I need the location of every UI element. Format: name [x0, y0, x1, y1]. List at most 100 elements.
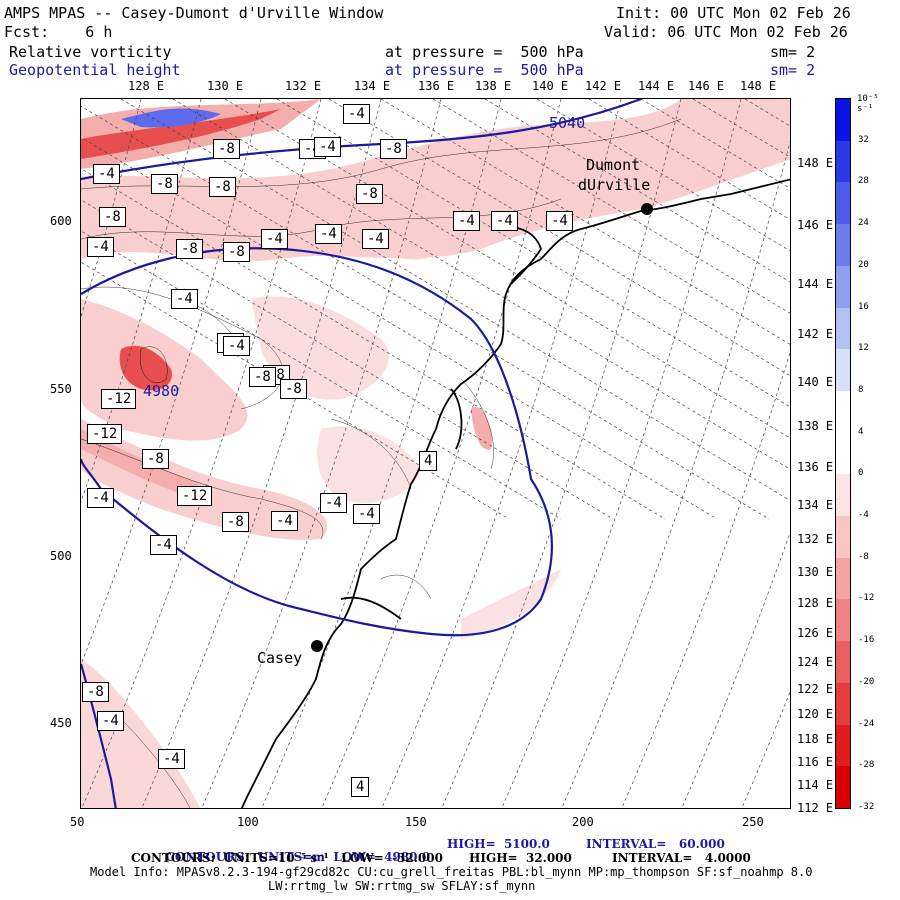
colorbar-label: -20: [858, 676, 875, 687]
right-lon-label: 124 E: [797, 655, 834, 669]
colorbar-label: -32: [858, 802, 875, 812]
colorbar-label: 24: [858, 218, 869, 229]
vort-contour-label: -4: [93, 164, 120, 184]
vort-contour-label: 4: [419, 451, 438, 471]
top-lon-label: 136 E: [418, 79, 455, 93]
right-lon-label: 146 E: [797, 218, 834, 232]
colorbar-label: -8: [858, 551, 869, 562]
colorbar-label: 8: [858, 384, 864, 395]
colorbar-swatch: [836, 474, 850, 517]
top-lon-label: 132 E: [285, 79, 322, 93]
colorbar-swatch: [836, 599, 850, 642]
field1-name: Relative vorticity: [9, 43, 172, 61]
vort-contour-label: -4: [171, 289, 198, 309]
x-axis-tick-label: 200: [572, 815, 594, 829]
colorbar-swatch: [836, 182, 850, 225]
map-panel: Dumont dUrville Casey 5040 4980 -8 -4 -8 -8…: [80, 98, 791, 809]
init-time: Init: 00 UTC Mon 02 Feb 26: [616, 4, 851, 22]
vort-contour-label: -8: [142, 449, 169, 469]
x-axis-tick-label: 50: [70, 815, 85, 829]
vort-contour-label: -8: [222, 512, 249, 532]
footer-model-info: Model Info: MPASv8.2.3-194-gf29cd82c CU:…: [90, 865, 813, 879]
field1-smoothing: sm= 2: [770, 43, 816, 61]
colorbar-label: 0: [858, 468, 864, 479]
top-lon-label: 146 E: [688, 79, 725, 93]
vort-contour-label: -8: [213, 139, 240, 159]
top-lon-label: 144 E: [638, 79, 675, 93]
vort-contour-label: -8: [82, 682, 109, 702]
footer-height-units: CONTOURS: UNITS=m LOW= 4980.0: [165, 850, 431, 864]
right-lon-label: 136 E: [797, 460, 834, 474]
right-lon-label: 140 E: [797, 375, 834, 389]
colorbar-label: -24: [858, 718, 875, 729]
vort-contour-label: -8: [356, 184, 383, 204]
colorbar-swatch: [836, 307, 850, 350]
colorbar-label: 20: [858, 259, 869, 270]
vort-contour-label: -4: [150, 535, 177, 555]
vort-contour-label: -4: [87, 237, 114, 257]
colorbar-swatch: [836, 99, 850, 142]
field1-level: at pressure = 500 hPa: [385, 43, 584, 61]
colorbar-swatch: [836, 224, 850, 267]
top-lon-label: 142 E: [585, 79, 622, 93]
vort-contour-label: -4: [314, 137, 341, 157]
y-axis-tick-label: 550: [50, 382, 72, 396]
footer-model-info-2: LW:rrtmg_lw SW:rrtmg_sw SFLAY:sf_mynn: [268, 879, 536, 893]
vort-contour-label: -4: [87, 488, 114, 508]
footer-vort-contours: CONTOURS: UNITS=10⁻⁵ s⁻¹ LOW= -32.000: [131, 851, 443, 865]
right-lon-label: 148 E: [797, 156, 834, 170]
vort-contour-label: -4: [343, 104, 370, 124]
right-lon-label: 122 E: [797, 682, 834, 696]
top-lon-label: 134 E: [354, 79, 391, 93]
right-lon-label: 130 E: [797, 565, 834, 579]
right-lon-label: 138 E: [797, 419, 834, 433]
vort-contour-label: -4: [453, 211, 480, 231]
colorbar-swatch: [836, 349, 850, 392]
vort-contour-label: -8: [280, 379, 307, 399]
vort-contour-label: 4: [351, 777, 370, 797]
vort-contour-label: -4: [271, 511, 298, 531]
dumont-durville-label-line1: Dumont: [586, 156, 641, 174]
vort-contour-label: -8: [151, 174, 178, 194]
vort-contour-label: -4: [315, 224, 342, 244]
right-lon-label: 120 E: [797, 707, 834, 721]
vort-contour-label: -4: [353, 504, 380, 524]
right-lon-label: 132 E: [797, 532, 834, 546]
vort-contour-label: -4: [261, 229, 288, 249]
right-lon-label: 114 E: [797, 778, 834, 792]
colorbar-swatch: [836, 140, 850, 183]
colorbar-swatch: [836, 557, 850, 600]
dumont-durville-station: [641, 203, 653, 215]
right-lon-label: 144 E: [797, 277, 834, 291]
vort-contour-label: -4: [491, 211, 518, 231]
vort-contour-label: -12: [177, 486, 213, 506]
vort-contour-label: -4: [546, 211, 573, 231]
colorbar-label: -28: [858, 760, 875, 771]
casey-station: [311, 640, 323, 652]
colorbar-label: -4: [858, 510, 869, 521]
valid-time: Valid: 06 UTC Mon 02 Feb 26: [604, 23, 848, 41]
footer-height-interval: INTERVAL= 60.000: [586, 837, 725, 851]
x-axis-tick-label: 250: [742, 815, 764, 829]
colorbar-label: -12: [858, 593, 875, 604]
field2-level: at pressure = 500 hPa: [385, 61, 584, 79]
vort-contour-label: -12: [101, 389, 137, 409]
x-axis-tick-label: 100: [237, 815, 259, 829]
field2-name: Geopotential height: [9, 61, 181, 79]
vort-contour-label: -4: [158, 749, 185, 769]
colorbar-label: 28: [858, 176, 869, 187]
right-lon-label: 118 E: [797, 732, 834, 746]
colorbar-label: 16: [858, 301, 869, 312]
colorbar-swatch: [836, 432, 850, 475]
colorbar-swatch: [836, 682, 850, 726]
colorbar-swatch: [836, 265, 850, 309]
colorbar-label: 4: [858, 426, 864, 437]
vort-contour-label: -4: [97, 711, 124, 731]
footer-height-high: HIGH= 5100.0: [447, 837, 550, 851]
top-lon-label: 148 E: [740, 79, 777, 93]
vort-contour-label: -8: [209, 177, 236, 197]
colorbar-swatch: [836, 390, 850, 434]
vort-contour-label: -4: [362, 229, 389, 249]
colorbar-label: 12: [858, 343, 869, 354]
vort-contour-label: -4: [223, 336, 250, 356]
